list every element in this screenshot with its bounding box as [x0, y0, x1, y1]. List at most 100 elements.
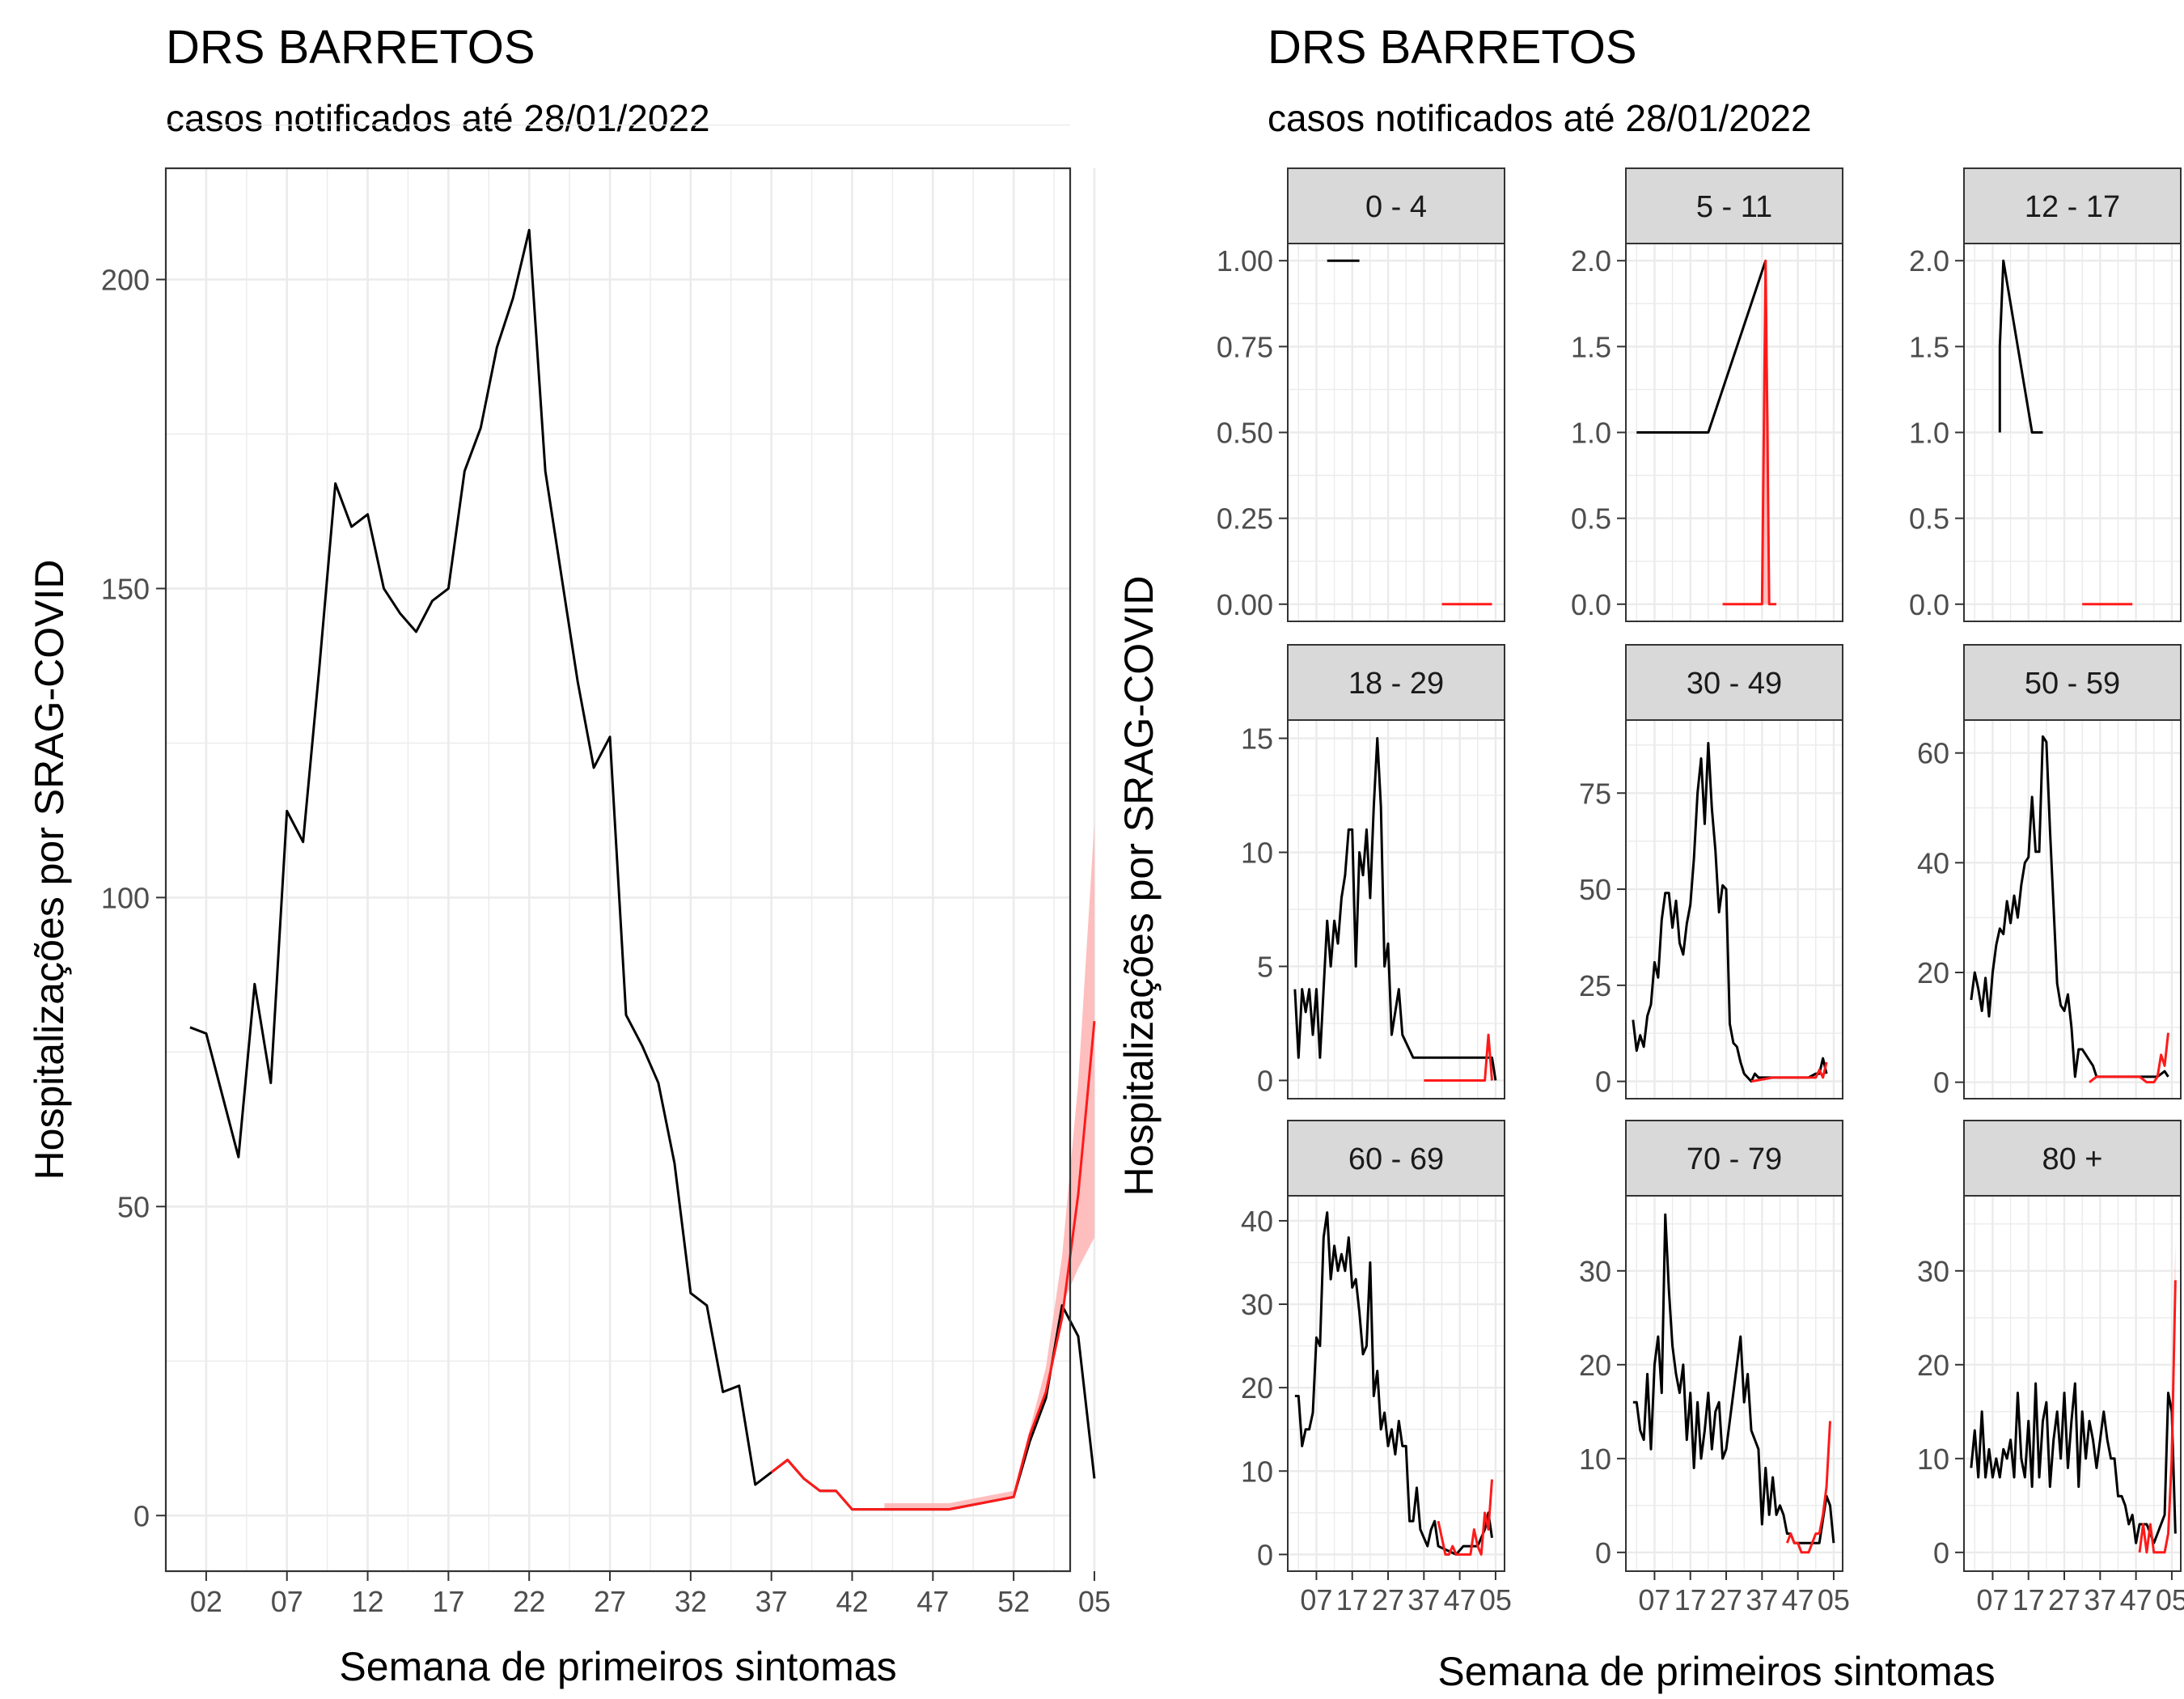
facet-y-tick-label: 30 [1917, 1255, 1949, 1288]
facet-70-79: 70 - 79 0 10 20 30 07 17 27 37 47 05 [1579, 1120, 1850, 1616]
facet-strip-label: 70 - 79 [1687, 1142, 1782, 1176]
facet-strip-label: 12 - 17 [2025, 190, 2120, 224]
facet-y-tick-label: 0.75 [1217, 330, 1273, 363]
left-y-tick-label: 100 [101, 881, 150, 914]
facet-x-tick-label: 05 [1479, 1583, 1512, 1616]
left-y-tick-label: 0 [133, 1499, 150, 1532]
facet-x-tick-label: 17 [1674, 1583, 1707, 1616]
facet-plot-border [1963, 243, 2182, 622]
facet-y-tick-label: 50 [1579, 873, 1611, 906]
facet-y-tick-label: 0 [1595, 1536, 1611, 1570]
facet-y-tick-label: 0 [1933, 1066, 1949, 1099]
facet-grid: 0 - 40.000.250.500.751.005 - 110.00.51.0… [1217, 167, 2184, 1616]
facet-x-tick-label: 47 [1782, 1583, 1814, 1616]
right-title: DRS BARRETOS [1268, 21, 1637, 74]
facet-strip [1287, 644, 1505, 721]
left-panel: DRS BARRETOS casos notificados até 28/01… [27, 21, 1111, 1689]
left-title: DRS BARRETOS [166, 21, 535, 74]
facet-plot-border [1287, 243, 1505, 622]
facet-plot-border [1287, 719, 1505, 1099]
left-x-tick-label: 22 [513, 1585, 545, 1618]
facet-y-tick-label: 0.00 [1217, 588, 1273, 621]
left-x-tick-label: 42 [836, 1585, 868, 1618]
facet-plot-border [1287, 1195, 1505, 1572]
facet-observed-line [1294, 1211, 1493, 1556]
facet-grid-lines [1288, 1196, 1505, 1571]
facet-plot-area [1288, 1196, 1505, 1571]
facet-y-tick-label: 1.0 [1571, 417, 1611, 450]
facet-y-tick-label: 40 [1917, 846, 1949, 879]
facet-x-tick-label: 05 [1818, 1583, 1850, 1616]
left-x-tick-label: 02 [190, 1585, 222, 1618]
facet-data [1293, 737, 1497, 1082]
facet-data [1970, 735, 2169, 1084]
left-y-axis-label: Hospitalizações por SRAG-COVID [27, 560, 72, 1180]
facet-y-tick-label: 20 [1917, 1349, 1949, 1382]
facet-y-tick-label: 30 [1241, 1288, 1273, 1321]
facet-y-tick-label: 10 [1579, 1443, 1611, 1476]
facet-x-tick-label: 07 [1638, 1583, 1670, 1616]
facet-grid-lines [1964, 244, 2181, 621]
facet-data [1632, 742, 1828, 1083]
left-y-ticks: 0 50 100 150 200 [101, 263, 166, 1532]
facet-data [1636, 259, 1777, 606]
facet-x-tick-label: 27 [1710, 1583, 1742, 1616]
facet-y-tick-label: 1.5 [1909, 330, 1949, 363]
facet-y-tick-label: 1.5 [1571, 330, 1611, 363]
facet-18-29: 18 - 29 0 5 10 15 [1241, 644, 1505, 1099]
facet-strip-label: 18 - 29 [1348, 667, 1444, 701]
left-x-tick-label: 07 [271, 1585, 303, 1618]
left-x-tick-label: 32 [675, 1585, 707, 1618]
left-x-axis-label: Semana de primeiros sintomas [339, 1644, 896, 1689]
facet-observed-line [1293, 737, 1497, 1081]
facet-y-tick-label: 0 [1595, 1066, 1611, 1099]
facet-y-tick-label: 2.0 [1909, 244, 1949, 278]
facet-strip [1963, 167, 2182, 244]
left-y-tick-label: 150 [101, 572, 150, 605]
facet-strip-label: 5 - 11 [1696, 190, 1772, 224]
facet-grid-lines [1626, 1196, 1843, 1571]
left-subtitle: casos notificados até 28/01/2022 [166, 97, 710, 139]
facet-strip [1625, 1120, 1843, 1197]
left-data [189, 228, 1096, 1511]
facet-12-17: 12 - 17 0.0 0.5 1.0 1.5 2.0 [1909, 167, 2182, 622]
facet-80plus: 80 + 0 10 20 30 07 17 27 37 47 05 [1917, 1120, 2184, 1616]
facet-y-tick-label: 60 [1917, 737, 1949, 770]
facet-y-tick-label: 0 [1257, 1538, 1273, 1571]
facet-observed-line [1632, 1213, 1835, 1544]
facet-x-tick-label: 47 [2120, 1583, 2152, 1616]
facet-x-tick-label: 05 [2156, 1583, 2184, 1616]
facet-x-tick-label: 27 [1372, 1583, 1404, 1616]
facet-y-tick-label: 30 [1579, 1255, 1611, 1288]
facet-grid-lines [1288, 244, 1505, 621]
left-y-tick-label: 200 [101, 263, 150, 296]
left-x-tick-label: 37 [756, 1585, 788, 1618]
facet-60-69: 60 - 69 0 10 20 30 40 07 17 27 37 47 05 [1241, 1120, 1512, 1616]
facet-strip-label: 50 - 59 [2025, 667, 2120, 701]
facet-y-tick-label: 40 [1241, 1205, 1273, 1238]
facet-nowcast-line [1750, 1061, 1828, 1083]
facet-y-tick-label: 75 [1579, 777, 1611, 810]
facet-y-tick-label: 0.50 [1217, 417, 1273, 450]
facet-plot-border [1963, 719, 2182, 1099]
facet-x-tick-label: 07 [1976, 1583, 2008, 1616]
facet-x-tick-label: 07 [1300, 1583, 1332, 1616]
right-y-axis-label: Hospitalizações por SRAG-COVID [1116, 576, 1162, 1197]
facet-y-tick-label: 15 [1241, 722, 1273, 756]
facet-strip [1287, 1120, 1505, 1197]
facet-30-49: 30 - 49 0 25 50 75 [1579, 644, 1843, 1099]
facet-y-tick-label: 0 [1933, 1536, 1949, 1570]
facet-plot-border [1625, 719, 1843, 1099]
left-x-tick-label: 27 [594, 1585, 626, 1618]
facet-50-59: 50 - 59 0 20 40 60 [1917, 644, 2182, 1099]
facet-y-tick-label: 0 [1257, 1064, 1273, 1097]
facet-x-tick-label: 27 [2048, 1583, 2080, 1616]
facet-strip [1963, 644, 2182, 721]
right-panel: DRS BARRETOS casos notificados até 28/01… [1116, 21, 2184, 1694]
facet-nowcast-line [1437, 1479, 1493, 1556]
left-x-tick-label: 12 [352, 1585, 384, 1618]
facet-y-tick-label: 0.25 [1217, 502, 1273, 536]
facet-plot-border [1963, 1195, 2182, 1572]
facet-grid-lines [1964, 1196, 2181, 1571]
facet-plot-border [1625, 243, 1843, 622]
